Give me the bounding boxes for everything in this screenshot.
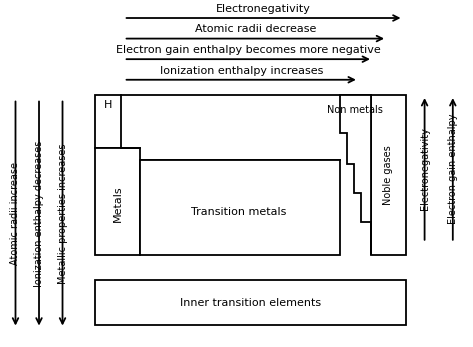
Text: H: H xyxy=(104,101,112,110)
Text: Inner transition elements: Inner transition elements xyxy=(180,298,321,308)
Text: Transition metals: Transition metals xyxy=(191,207,287,217)
Text: Ionization enthalpy decreases: Ionization enthalpy decreases xyxy=(34,140,44,287)
Polygon shape xyxy=(340,95,370,255)
Text: Metals: Metals xyxy=(113,185,123,222)
Text: Electron gain enthalpy becomes more negative: Electron gain enthalpy becomes more nega… xyxy=(116,45,381,55)
Text: Metallic properties increases: Metallic properties increases xyxy=(58,143,68,284)
Text: Electron gain enthalpy: Electron gain enthalpy xyxy=(448,114,458,224)
Text: Electronegativity: Electronegativity xyxy=(216,4,311,14)
Text: Electronegativity: Electronegativity xyxy=(420,127,429,210)
Text: Noble gases: Noble gases xyxy=(383,145,393,205)
Bar xyxy=(96,280,406,325)
Bar xyxy=(140,160,340,255)
Bar xyxy=(370,95,406,255)
Text: Atomic radii increase: Atomic radii increase xyxy=(10,162,20,265)
Bar xyxy=(96,95,121,149)
Text: Non metals: Non metals xyxy=(327,105,383,116)
Text: Ionization enthalpy increases: Ionization enthalpy increases xyxy=(159,66,323,76)
Bar xyxy=(96,149,140,255)
Text: Atomic radii decrease: Atomic radii decrease xyxy=(194,25,316,34)
